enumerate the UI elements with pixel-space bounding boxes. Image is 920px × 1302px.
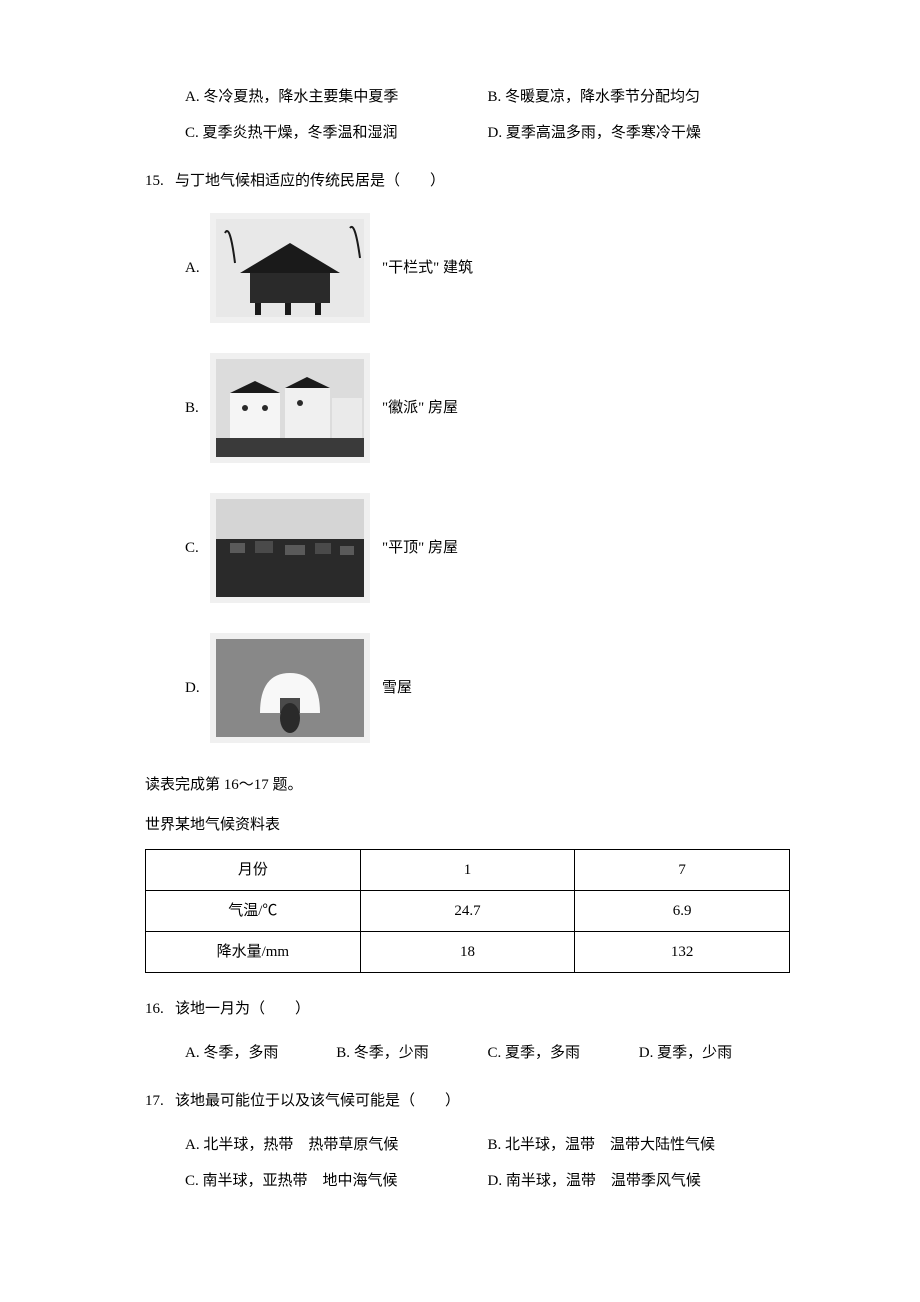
table-row: 月份 1 7 — [146, 850, 790, 891]
table-row: 气温/℃ 24.7 6.9 — [146, 891, 790, 932]
stilt-house-image — [210, 213, 370, 323]
section-subtitle: 世界某地气候资料表 — [145, 813, 790, 837]
q15-number: 15. — [145, 169, 175, 193]
climate-data-table: 月份 1 7 气温/℃ 24.7 6.9 降水量/mm 18 132 — [145, 849, 790, 973]
table-cell: 7 — [575, 850, 790, 891]
q14-option-d: D. 夏季高温多雨，冬季寒冷干燥 — [488, 121, 791, 145]
q14-option-b: B. 冬暖夏凉，降水季节分配均匀 — [488, 85, 791, 109]
q14-row-2: C. 夏季炎热干燥，冬季温和湿润 D. 夏季高温多雨，冬季寒冷干燥 — [185, 121, 790, 145]
table-cell: 18 — [360, 932, 575, 973]
table-cell: 月份 — [146, 850, 361, 891]
q16-option-a: A. 冬季，多雨 — [185, 1041, 336, 1065]
q15-text: 与丁地气候相适应的传统民居是（ ） — [175, 169, 790, 193]
q17-option-d: D. 南半球，温带 温带季风气候 — [488, 1169, 791, 1193]
q14-row-1: A. 冬冷夏热，降水主要集中夏季 B. 冬暖夏凉，降水季节分配均匀 — [185, 85, 790, 109]
q16-line: 16. 该地一月为（ ） — [145, 997, 790, 1021]
q17-row-2: C. 南半球，亚热带 地中海气候 D. 南半球，温带 温带季风气候 — [185, 1169, 790, 1193]
q15-b-label: "徽派" 房屋 — [382, 396, 458, 420]
table-cell: 气温/℃ — [146, 891, 361, 932]
q15-a-label: "干栏式" 建筑 — [382, 256, 473, 280]
q17-text: 该地最可能位于以及该气候可能是（ ） — [175, 1089, 790, 1113]
table-cell: 24.7 — [360, 891, 575, 932]
q17-option-c: C. 南半球，亚热带 地中海气候 — [185, 1169, 488, 1193]
q15-line: 15. 与丁地气候相适应的传统民居是（ ） — [145, 169, 790, 193]
q16-option-b: B. 冬季，少雨 — [336, 1041, 487, 1065]
q16-text: 该地一月为（ ） — [175, 997, 790, 1021]
section-intro: 读表完成第 16～17 题。 — [145, 773, 790, 797]
q14-option-c: C. 夏季炎热干燥，冬季温和湿润 — [185, 121, 488, 145]
igloo-image — [210, 633, 370, 743]
q16-option-c: C. 夏季，多雨 — [488, 1041, 639, 1065]
table-row: 降水量/mm 18 132 — [146, 932, 790, 973]
q15-option-c: C. "平顶" 房屋 — [185, 493, 790, 603]
q14-option-a: A. 冬冷夏热，降水主要集中夏季 — [185, 85, 488, 109]
q15-option-d: D. 雪屋 — [185, 633, 790, 743]
q15-c-letter: C. — [185, 536, 210, 560]
q15-b-letter: B. — [185, 396, 210, 420]
q17-option-b: B. 北半球，温带 温带大陆性气候 — [488, 1133, 791, 1157]
q15-a-letter: A. — [185, 256, 210, 280]
table-cell: 降水量/mm — [146, 932, 361, 973]
q17-row-1: A. 北半球，热带 热带草原气候 B. 北半球，温带 温带大陆性气候 — [185, 1133, 790, 1157]
q17-line: 17. 该地最可能位于以及该气候可能是（ ） — [145, 1089, 790, 1113]
q16-option-d: D. 夏季，少雨 — [639, 1041, 790, 1065]
q15-d-label: 雪屋 — [382, 676, 412, 700]
table-cell: 132 — [575, 932, 790, 973]
table-cell: 6.9 — [575, 891, 790, 932]
q17-number: 17. — [145, 1089, 175, 1113]
table-cell: 1 — [360, 850, 575, 891]
q16-options: A. 冬季，多雨 B. 冬季，少雨 C. 夏季，多雨 D. 夏季，少雨 — [185, 1041, 790, 1065]
q15-option-b: B. "徽派" 房屋 — [185, 353, 790, 463]
flat-roof-house-image — [210, 493, 370, 603]
q16-number: 16. — [145, 997, 175, 1021]
q17-option-a: A. 北半球，热带 热带草原气候 — [185, 1133, 488, 1157]
q15-c-label: "平顶" 房屋 — [382, 536, 458, 560]
q15-option-a: A. "干栏式" 建筑 — [185, 213, 790, 323]
hui-style-house-image — [210, 353, 370, 463]
q15-d-letter: D. — [185, 676, 210, 700]
